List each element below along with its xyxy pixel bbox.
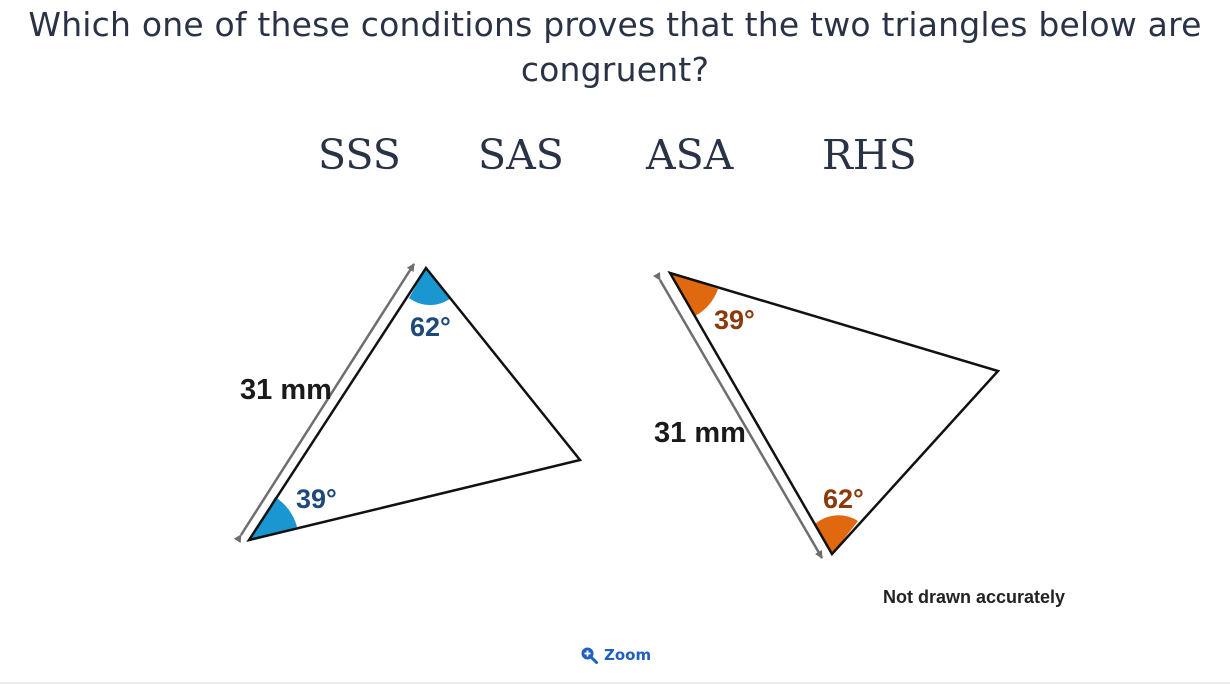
- zoom-label: Zoom: [604, 646, 652, 664]
- option-asa[interactable]: ASA: [646, 131, 734, 179]
- option-rhs[interactable]: RHS: [822, 131, 917, 179]
- right-triangle-group: 31 mm 39° 62°: [653, 270, 1001, 559]
- left-triangle-group: 31 mm 62° 39°: [233, 263, 583, 544]
- question-line-1: Which one of these conditions proves tha…: [28, 5, 1202, 44]
- left-side-measure-arrow: [233, 263, 416, 544]
- zoom-button[interactable]: Zoom: [580, 644, 651, 666]
- right-side-length-label: 31 mm: [654, 417, 746, 449]
- left-bottom-angle-label: 39°: [296, 484, 337, 514]
- question-line-2: congruent?: [520, 50, 710, 89]
- answer-options: SSS SAS ASA RHS: [0, 130, 1230, 180]
- option-sss[interactable]: SSS: [318, 131, 401, 179]
- left-triangle-top-angle-fill: [409, 268, 451, 305]
- right-side-measure-arrow: [653, 271, 824, 559]
- bottom-divider: [0, 682, 1230, 684]
- zoom-in-icon: [581, 647, 598, 664]
- right-bottom-angle-label: 62°: [823, 484, 864, 514]
- question-text: Which one of these conditions proves tha…: [0, 2, 1230, 92]
- not-drawn-accurately-note: Not drawn accurately: [883, 587, 1065, 607]
- right-top-angle-label: 39°: [714, 305, 755, 335]
- option-sas[interactable]: SAS: [478, 131, 564, 179]
- left-top-angle-label: 62°: [410, 312, 451, 342]
- left-side-length-label: 31 mm: [240, 374, 332, 406]
- right-triangle-bottom-angle-fill: [815, 515, 858, 554]
